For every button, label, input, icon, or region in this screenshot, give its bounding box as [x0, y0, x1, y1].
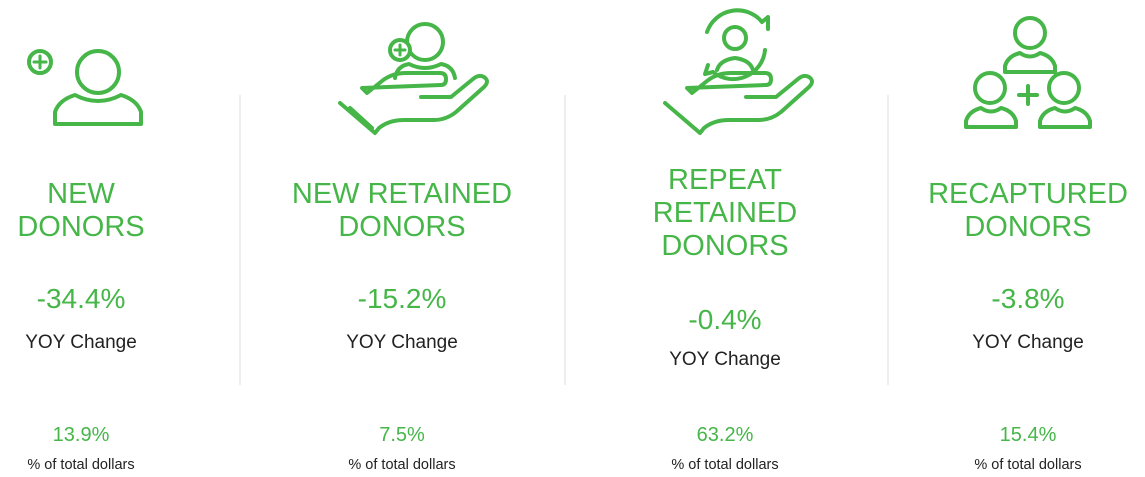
title-line: DONORS [964, 211, 1092, 243]
yoy-change: -15.2% [357, 283, 447, 314]
title-line: NEW [47, 178, 115, 210]
yoy-label: YOY Change [25, 332, 137, 353]
title-line: RETAINED [652, 197, 798, 229]
yoy-label: YOY Change [669, 349, 781, 370]
card-title: REPEAT RETAINED DONORS [575, 164, 875, 263]
new-donor-icon [27, 49, 143, 126]
card-title: NEW DONORS [0, 178, 231, 244]
share-value: 7.5% [379, 424, 425, 446]
card-title: RECAPTURED DONORS [878, 178, 1145, 244]
share-value: 15.4% [999, 424, 1057, 446]
dividers [239, 95, 889, 385]
repeat-retained-icon [663, 8, 814, 135]
new-retained-icon [338, 22, 489, 135]
title-line: DONORS [661, 230, 789, 262]
title-line: REPEAT [668, 164, 782, 196]
share-value: 13.9% [52, 424, 110, 446]
share-label: % of total dollars [671, 457, 779, 473]
card-title: NEW RETAINED DONORS [252, 178, 552, 244]
yoy-label: YOY Change [972, 332, 1084, 353]
share-label: % of total dollars [27, 457, 135, 473]
yoy-change: -0.4% [688, 304, 762, 335]
yoy-change: -3.8% [991, 283, 1065, 314]
share-value: 63.2% [696, 424, 754, 446]
title-line: DONORS [338, 211, 466, 243]
share-label: % of total dollars [974, 457, 1082, 473]
yoy-change: -34.4% [36, 283, 126, 314]
yoy-label: YOY Change [346, 332, 458, 353]
recaptured-icon [964, 16, 1092, 129]
title-line: NEW RETAINED [291, 178, 513, 210]
title-line: RECAPTURED [928, 178, 1128, 210]
share-label: % of total dollars [348, 457, 456, 473]
title-line: DONORS [17, 211, 145, 243]
